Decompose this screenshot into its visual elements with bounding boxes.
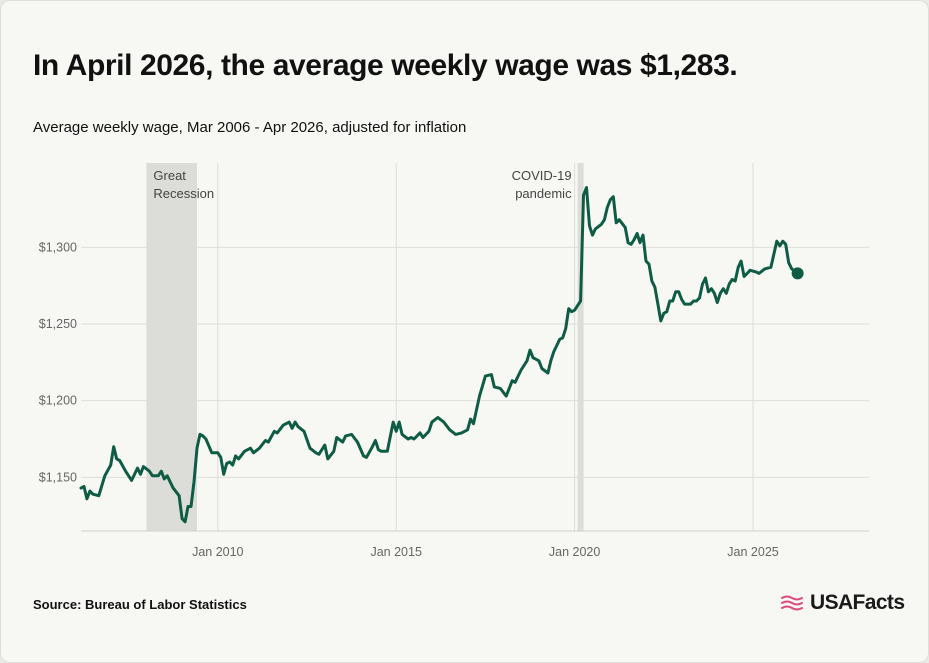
x-tick-label: Jan 2025 [727, 545, 778, 559]
shaded-period [577, 163, 584, 531]
flag-icon [781, 595, 803, 611]
usafacts-logo: USAFacts [780, 591, 905, 615]
line-chart: $1,150 $1,200 $1,250 $1,300 Jan 2010 Jan 2015… [39, 163, 869, 559]
chart-title: In April 2026, the average weekly wage w… [33, 49, 738, 82]
x-tick-label: Jan 2015 [370, 545, 421, 559]
x-tick-label: Jan 2010 [192, 545, 243, 559]
shaded-period [146, 163, 197, 531]
period-label: COVID-19 [512, 168, 572, 183]
logo-text: USAFacts [810, 591, 905, 614]
y-tick-label: $1,250 [39, 317, 77, 331]
period-label: Great [153, 168, 186, 183]
latest-point-marker [791, 267, 804, 280]
source-note: Source: Bureau of Labor Statistics [33, 597, 247, 612]
x-tick-label: Jan 2020 [549, 545, 600, 559]
y-tick-label: $1,300 [39, 240, 77, 254]
chart-subtitle: Average weekly wage, Mar 2006 - Apr 2026… [33, 119, 467, 136]
period-label: Recession [153, 186, 214, 201]
y-tick-label: $1,200 [39, 394, 77, 408]
wage-series-line [79, 186, 800, 524]
y-tick-label: $1,150 [39, 470, 77, 484]
period-label: pandemic [515, 186, 572, 201]
